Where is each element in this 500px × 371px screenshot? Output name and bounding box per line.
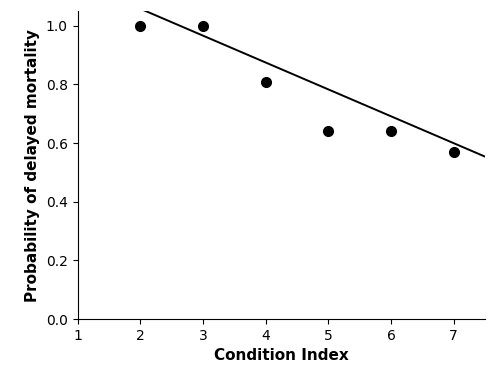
Point: [262, 79, 270, 85]
Point: [387, 128, 395, 134]
Point: [136, 23, 144, 29]
Point: [324, 128, 332, 134]
X-axis label: Condition Index: Condition Index: [214, 348, 348, 363]
Point: [450, 149, 458, 155]
Point: [199, 23, 207, 29]
Y-axis label: Probability of delayed mortality: Probability of delayed mortality: [25, 29, 40, 302]
